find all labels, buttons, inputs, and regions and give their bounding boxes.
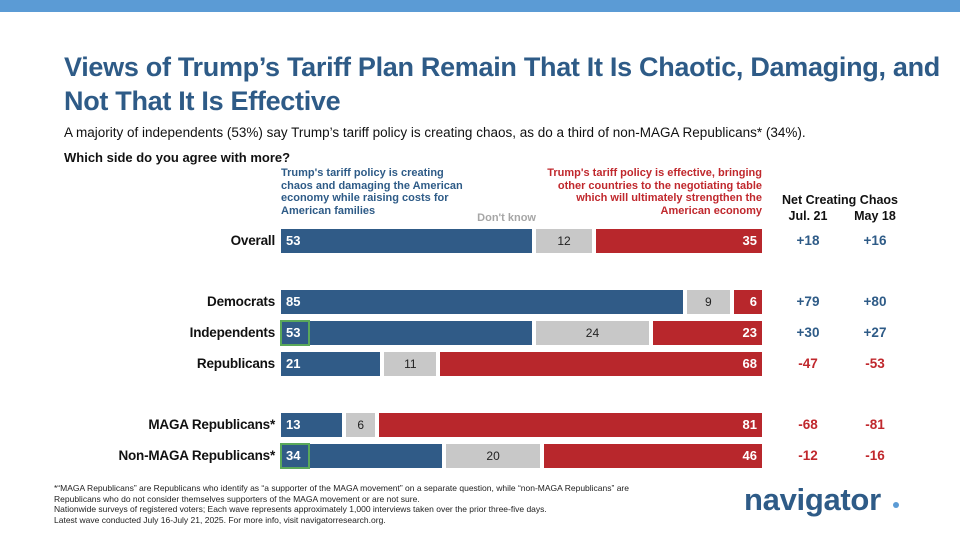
net-value-jul21: +18 — [796, 233, 820, 248]
footnote-line: *“MAGA Republicans” are Republicans who … — [54, 483, 629, 493]
top-accent-bar — [0, 0, 960, 12]
net-value-jul21: -68 — [798, 417, 818, 432]
bar-segment-dont-know: 12 — [535, 229, 593, 253]
footnote-line: Nationwide surveys of registered voters;… — [54, 504, 547, 514]
bar-segment-dont-know: 6 — [346, 413, 375, 437]
bar-segment-dont-know: 20 — [445, 444, 541, 468]
bar-segment-effective: 35 — [596, 229, 762, 253]
net-value-may18: -53 — [865, 356, 885, 371]
net-col-may18-header: May 18 — [854, 209, 896, 223]
bar-segment-effective: 6 — [733, 290, 762, 314]
net-value-jul21: -12 — [798, 448, 818, 463]
bar-segment-dont-know: 9 — [687, 290, 730, 314]
question-text: Which side do you agree with more? — [64, 150, 291, 165]
bar-segment-dont-know: 24 — [535, 321, 650, 345]
subtitle: A majority of independents (53%) say Tru… — [64, 125, 806, 140]
footnote-line: Latest wave conducted July 16-July 21, 2… — [54, 514, 386, 525]
bar-segment-dont-know: 11 — [384, 352, 437, 376]
footnote: *“MAGA Republicans” are Republicans who … — [54, 483, 694, 525]
bar-segment-effective: 46 — [544, 444, 762, 468]
row-label: Non-MAGA Republicans* — [118, 448, 275, 463]
row-label: Republicans — [196, 356, 275, 371]
bar-segment-chaos: 21 — [281, 352, 381, 376]
legend-effective: Trump's tariff policy is effective, brin… — [547, 167, 762, 217]
logo-dot — [893, 502, 899, 508]
net-value-may18: -81 — [865, 417, 885, 432]
highlight-box — [280, 320, 310, 346]
bar-segment-chaos: 53 — [281, 229, 532, 253]
net-value-may18: +80 — [863, 294, 887, 309]
net-value-jul21: +79 — [796, 294, 820, 309]
row-label: MAGA Republicans* — [148, 417, 275, 432]
net-value-may18: +27 — [863, 325, 887, 340]
net-value-jul21: -47 — [798, 356, 818, 371]
navigator-logo: navigator — [744, 482, 881, 517]
footnote-line: Republicans who do not consider themselv… — [54, 493, 420, 504]
legend-chaos: Trump's tariff policy is creating chaos … — [281, 167, 463, 217]
net-value-may18: +16 — [863, 233, 887, 248]
row-label: Overall — [230, 233, 276, 248]
net-value-jul21: +30 — [796, 325, 820, 340]
bar-segment-chaos: 13 — [281, 413, 343, 437]
row-label: Independents — [189, 325, 276, 340]
page-title: Views of Trump’s Tariff Plan Remain That… — [64, 52, 940, 116]
net-col-jul21-header: Jul. 21 — [788, 209, 828, 223]
legend-dont-know: Don't know — [477, 212, 536, 224]
net-value-may18: -16 — [865, 448, 885, 463]
bar-segment-chaos: 85 — [281, 290, 684, 314]
net-column-title: Net Creating Chaos — [782, 193, 898, 207]
bar-segment-effective: 81 — [378, 413, 762, 437]
bar-segment-chaos: 34 — [281, 444, 442, 468]
bar-segment-effective: 68 — [440, 352, 762, 376]
row-label: Democrats — [207, 294, 275, 309]
bar-segment-chaos: 53 — [281, 321, 532, 345]
bar-segment-effective: 23 — [653, 321, 762, 345]
highlight-box — [280, 443, 310, 469]
